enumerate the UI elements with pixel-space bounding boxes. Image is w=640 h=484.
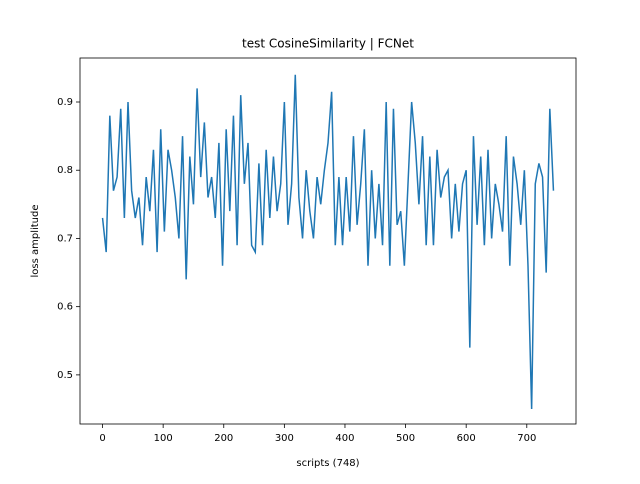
x-axis-label: scripts (748) bbox=[296, 458, 359, 469]
x-tick-label: 300 bbox=[275, 433, 294, 444]
chart-title: test CosineSimilarity | FCNet bbox=[242, 37, 414, 51]
x-tick-label: 600 bbox=[457, 433, 476, 444]
x-tick-label: 100 bbox=[154, 433, 173, 444]
x-tick-label: 200 bbox=[214, 433, 233, 444]
y-tick-label: 0.6 bbox=[57, 302, 73, 313]
x-tick-label: 700 bbox=[517, 433, 536, 444]
y-tick-label: 0.8 bbox=[57, 165, 73, 176]
y-tick-label: 0.5 bbox=[57, 370, 73, 381]
plot-frame bbox=[79, 57, 577, 425]
y-tick-label: 0.9 bbox=[57, 97, 73, 108]
y-tick-label: 0.7 bbox=[57, 233, 73, 244]
line-series bbox=[101, 74, 555, 410]
x-tick-label: 0 bbox=[99, 433, 105, 444]
x-tick-label: 400 bbox=[335, 433, 354, 444]
y-axis-label: loss amplitude bbox=[30, 204, 41, 277]
x-tick-label: 500 bbox=[396, 433, 415, 444]
